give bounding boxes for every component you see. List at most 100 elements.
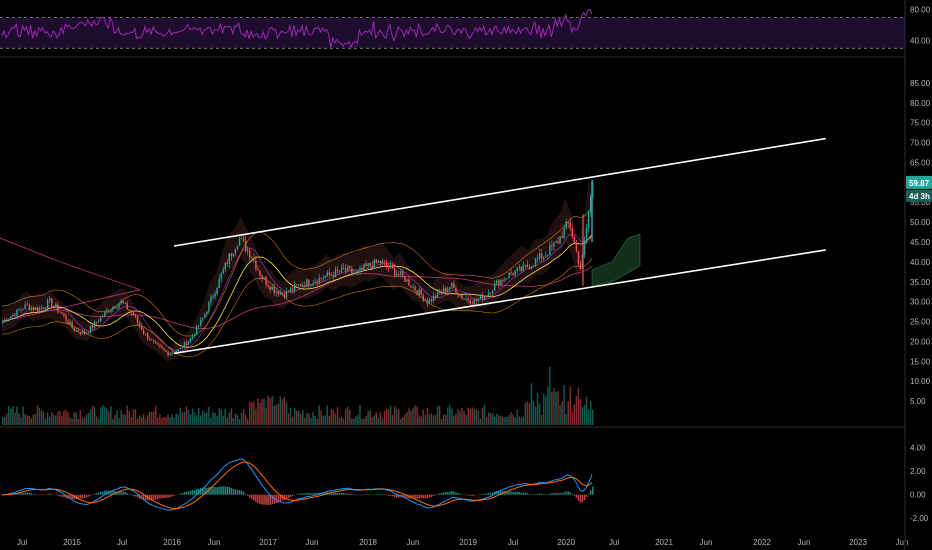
candle-body[interactable]	[210, 296, 212, 303]
candle-body[interactable]	[2, 321, 4, 323]
candle-body[interactable]	[559, 236, 561, 244]
candle-body[interactable]	[336, 269, 339, 271]
candle-body[interactable]	[30, 307, 33, 310]
candle-body[interactable]	[516, 267, 518, 271]
candle-body[interactable]	[246, 250, 249, 252]
candle-body[interactable]	[63, 313, 65, 316]
candle-body[interactable]	[381, 260, 384, 263]
candle-body[interactable]	[587, 212, 590, 228]
candle-body[interactable]	[269, 286, 271, 290]
candle-body[interactable]	[447, 289, 449, 292]
candle-body[interactable]	[332, 275, 335, 278]
candle-body[interactable]	[50, 298, 53, 307]
candle-body[interactable]	[426, 300, 429, 304]
candle-body[interactable]	[526, 264, 529, 267]
candle-body[interactable]	[510, 272, 512, 274]
candle-body[interactable]	[157, 343, 159, 345]
candle-body[interactable]	[87, 332, 90, 334]
candle-body[interactable]	[124, 303, 126, 304]
candle-body[interactable]	[61, 312, 63, 314]
candle-body[interactable]	[171, 352, 173, 354]
candle-body[interactable]	[81, 331, 84, 334]
candle-body[interactable]	[57, 304, 59, 312]
candle-body[interactable]	[340, 267, 343, 272]
candle-body[interactable]	[351, 268, 353, 273]
candle-body[interactable]	[412, 286, 414, 288]
candle-body[interactable]	[465, 298, 467, 300]
candle-body[interactable]	[324, 276, 326, 279]
candle-body[interactable]	[126, 303, 128, 310]
price-pane[interactable]	[0, 137, 826, 425]
candle-body[interactable]	[267, 284, 269, 287]
candle-body[interactable]	[204, 314, 206, 318]
candle-body[interactable]	[430, 299, 433, 301]
candle-body[interactable]	[567, 221, 569, 223]
candle-body[interactable]	[385, 262, 388, 267]
candle-body[interactable]	[543, 256, 545, 259]
candle-body[interactable]	[406, 279, 408, 282]
candle-body[interactable]	[459, 294, 461, 296]
candle-body[interactable]	[367, 263, 369, 267]
candle-body[interactable]	[573, 236, 576, 243]
candle-body[interactable]	[471, 303, 473, 305]
candle-body[interactable]	[46, 300, 49, 308]
candle-body[interactable]	[226, 262, 228, 264]
candle-body[interactable]	[434, 295, 437, 298]
candle-body[interactable]	[79, 332, 82, 334]
candle-body[interactable]	[440, 292, 443, 294]
candle-body[interactable]	[187, 341, 190, 345]
candle-body[interactable]	[379, 261, 382, 263]
candle-body[interactable]	[159, 344, 161, 347]
candle-body[interactable]	[540, 253, 543, 259]
candle-body[interactable]	[416, 290, 418, 295]
candle-body[interactable]	[283, 293, 286, 297]
candle-body[interactable]	[489, 292, 492, 294]
candle-body[interactable]	[165, 350, 167, 352]
candle-body[interactable]	[502, 279, 504, 281]
candle-body[interactable]	[575, 242, 578, 251]
candle-body[interactable]	[114, 307, 116, 309]
candle-body[interactable]	[183, 342, 186, 348]
candle-body[interactable]	[93, 321, 96, 328]
candle-body[interactable]	[189, 338, 192, 342]
candle-body[interactable]	[77, 330, 79, 333]
candle-body[interactable]	[316, 281, 318, 284]
candle-body[interactable]	[461, 294, 463, 299]
candle-body[interactable]	[128, 309, 131, 311]
candle-body[interactable]	[398, 274, 400, 275]
candle-body[interactable]	[457, 293, 459, 296]
candle-body[interactable]	[393, 268, 396, 276]
candle-body[interactable]	[481, 294, 484, 300]
candle-body[interactable]	[24, 304, 26, 310]
candle-body[interactable]	[191, 335, 194, 339]
candle-body[interactable]	[97, 321, 100, 323]
candle-body[interactable]	[579, 263, 582, 270]
candle-body[interactable]	[153, 339, 155, 342]
candle-body[interactable]	[306, 279, 308, 287]
candle-body[interactable]	[314, 281, 316, 284]
candle-body[interactable]	[251, 257, 253, 259]
candle-body[interactable]	[232, 253, 235, 257]
candle-body[interactable]	[312, 283, 314, 285]
trend-channel-line[interactable]	[173, 249, 826, 355]
candle-body[interactable]	[169, 353, 171, 356]
candle-body[interactable]	[369, 263, 371, 266]
candle-body[interactable]	[116, 307, 118, 309]
candle-body[interactable]	[589, 196, 592, 213]
candle-body[interactable]	[285, 291, 288, 297]
candle-body[interactable]	[375, 259, 378, 263]
candle-body[interactable]	[414, 286, 416, 291]
candle-body[interactable]	[561, 236, 563, 239]
candle-body[interactable]	[104, 312, 106, 317]
candle-body[interactable]	[442, 288, 445, 293]
candle-body[interactable]	[291, 288, 294, 291]
candle-body[interactable]	[161, 346, 163, 349]
candle-body[interactable]	[10, 316, 12, 320]
candle-body[interactable]	[322, 278, 324, 280]
candle-body[interactable]	[214, 293, 216, 297]
candle-body[interactable]	[463, 298, 465, 300]
candle-body[interactable]	[453, 283, 455, 289]
candle-body[interactable]	[295, 284, 298, 286]
candle-body[interactable]	[134, 315, 137, 317]
